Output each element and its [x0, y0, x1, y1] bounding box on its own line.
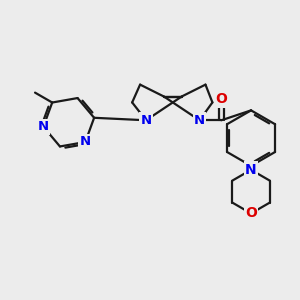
Text: N: N: [140, 114, 152, 127]
Text: O: O: [245, 206, 257, 220]
Text: N: N: [194, 114, 205, 127]
Text: N: N: [80, 136, 91, 148]
Text: O: O: [215, 92, 227, 106]
Text: N: N: [38, 120, 49, 133]
Text: N: N: [245, 163, 257, 177]
